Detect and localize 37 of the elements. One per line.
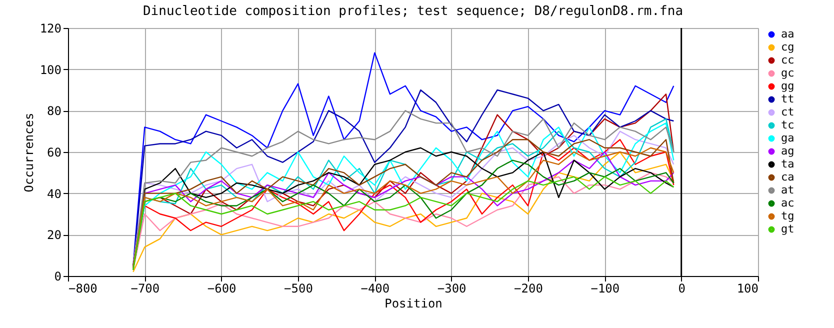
x-tick-label: −300 — [437, 282, 466, 296]
y-axis-title: Occurrences — [22, 112, 36, 192]
legend-label: aa — [781, 28, 794, 40]
legend-label: cg — [781, 40, 794, 54]
x-tick-label: −400 — [360, 282, 390, 296]
legend-label: gg — [781, 80, 794, 92]
x-tick-label: −200 — [514, 282, 543, 296]
x-tick-label: 0 — [678, 282, 686, 296]
legend-label: at — [781, 184, 794, 196]
line-series — [132, 52, 674, 266]
legend-label: ca — [781, 170, 794, 184]
x-tick-label: 100 — [736, 282, 758, 296]
y-tick-label: 60 — [47, 146, 62, 160]
x-tick-label: −100 — [590, 282, 620, 296]
legend-label: ct — [781, 106, 794, 118]
legend-label: ta — [781, 158, 794, 170]
legend-label: tt — [781, 92, 794, 106]
legend-label: cc — [781, 54, 794, 66]
legend-label: gc — [781, 66, 794, 80]
y-tick-label: 0 — [54, 270, 62, 284]
x-axis-title: Position — [384, 296, 442, 310]
x-tick-label: −800 — [68, 282, 98, 296]
legend-label: tg — [781, 210, 794, 222]
chart-title: Dinucleotide composition profiles; test sequence; D8/regulonD8.rm.fna — [142, 4, 684, 19]
y-tick-label: 100 — [40, 62, 62, 77]
legend-label: tc — [781, 118, 794, 132]
x-tick-label: −700 — [130, 282, 160, 296]
y-tick-label: 40 — [47, 186, 62, 201]
x-tick-label: −500 — [284, 282, 313, 296]
x-tick-label: −600 — [207, 282, 236, 296]
y-tick-label: 80 — [47, 104, 62, 118]
legend-label: ag — [781, 144, 794, 158]
y-tick-label: 120 — [40, 22, 62, 36]
legend-label: ac — [781, 196, 794, 210]
y-tick-label: 20 — [47, 228, 62, 242]
legend-label: ga — [781, 132, 794, 144]
legend-label: gt — [781, 222, 794, 236]
